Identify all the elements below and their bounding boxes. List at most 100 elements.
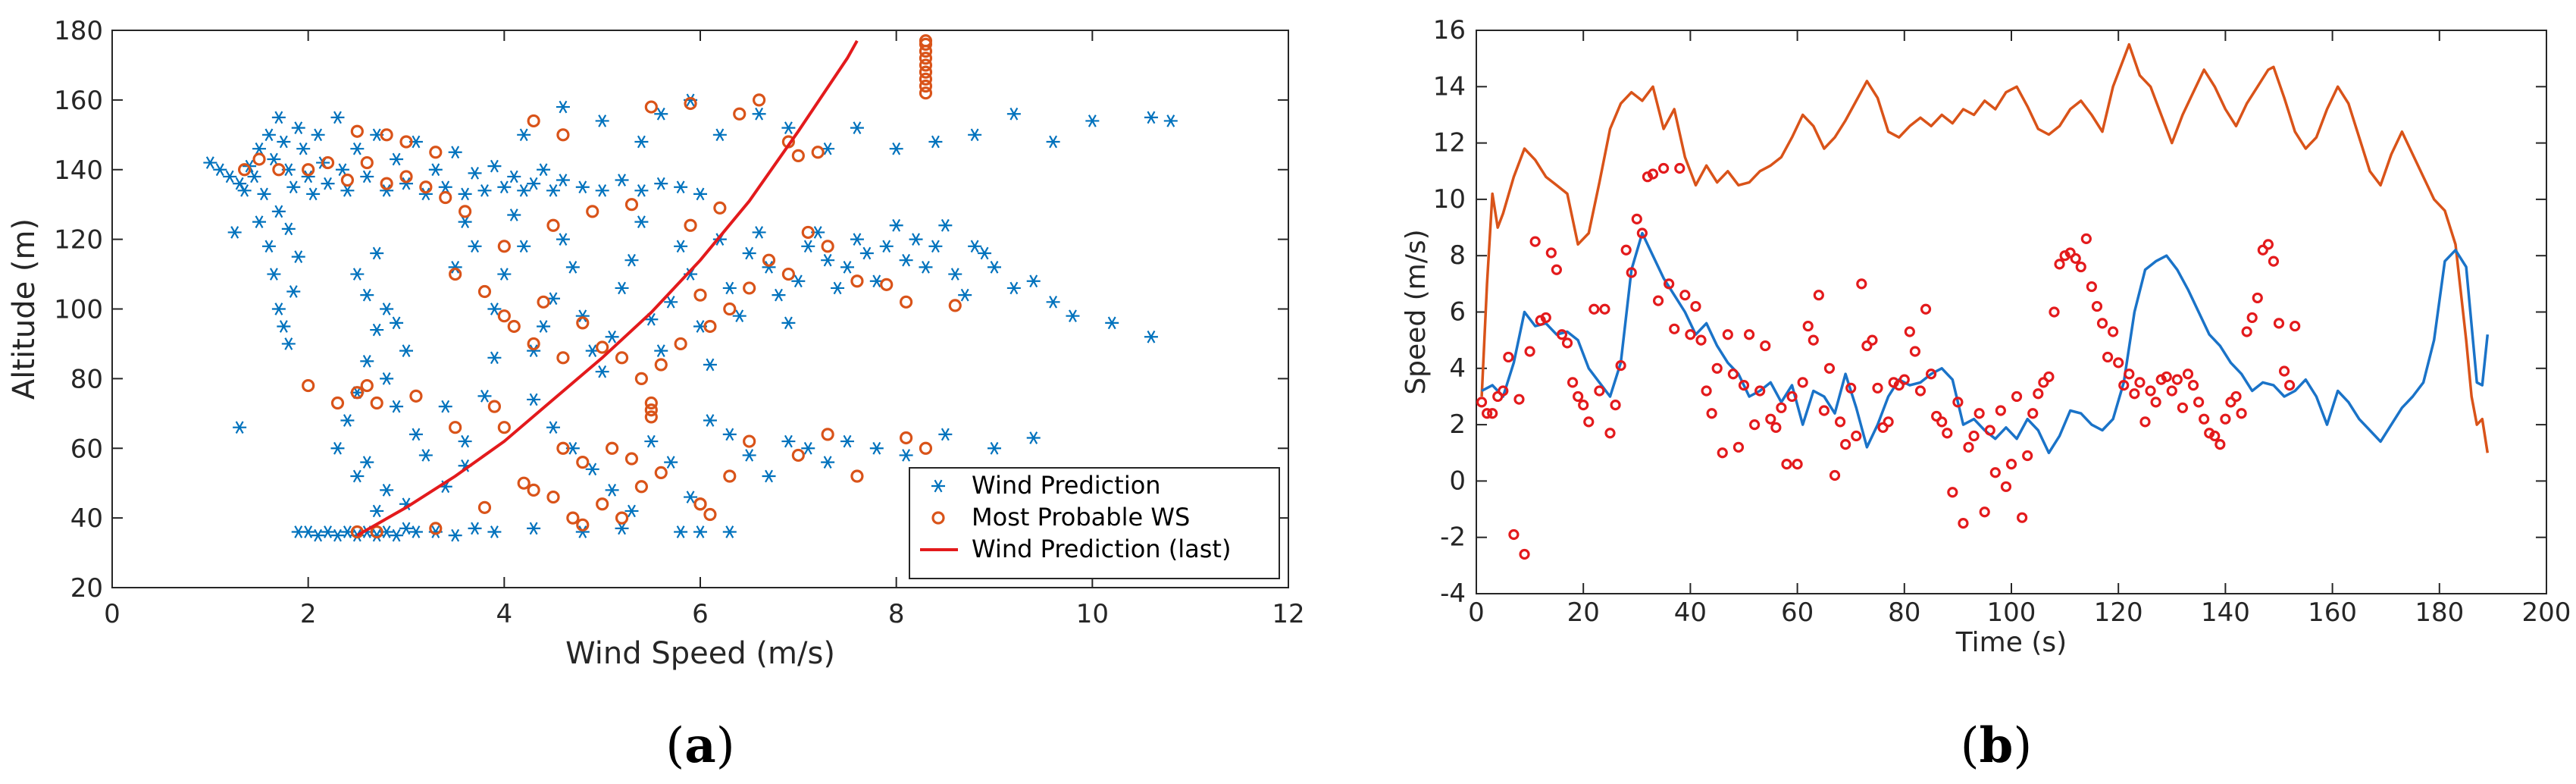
most-probable-point	[703, 319, 717, 334]
y-tick-label: 10	[1433, 184, 1466, 215]
measured-point	[1942, 428, 1953, 439]
legend-wind-prediction-marker	[931, 479, 945, 493]
measured-point	[1952, 397, 1964, 408]
most-probable-point	[546, 218, 560, 232]
wind-prediction-point	[271, 205, 286, 218]
panel-a-x-axis-label: Wind Speed (m/s)	[565, 636, 835, 671]
most-probable-point	[880, 278, 894, 291]
most-probable-point	[723, 469, 737, 483]
panel-a-marks	[203, 34, 1178, 542]
wind-prediction-point	[674, 180, 688, 194]
panel-a-legend: Wind Prediction Most Probable WS Wind Pred…	[909, 467, 1280, 579]
y-tick-label: 14	[1433, 71, 1466, 102]
measured-point	[2278, 365, 2290, 377]
wind-prediction-point	[1006, 281, 1021, 295]
wind-prediction-point	[742, 246, 756, 260]
wind-prediction-point	[1046, 295, 1060, 309]
wind-prediction-point	[468, 166, 482, 180]
wind-prediction-point	[615, 281, 629, 295]
most-probable-point	[850, 274, 864, 288]
most-probable-point	[899, 431, 913, 445]
wind-prediction-point	[605, 330, 619, 343]
wind-prediction-point	[390, 316, 404, 330]
legend-entry: Wind Prediction	[972, 471, 1161, 500]
y-tick-label: 4	[1449, 353, 1466, 384]
x-tick-label: 10	[1076, 599, 1109, 629]
wind-prediction-point	[418, 449, 433, 462]
measured-point	[2064, 247, 2076, 259]
most-probable-point	[527, 114, 540, 128]
most-probable-point	[527, 483, 540, 497]
measured-point	[2070, 252, 2081, 265]
wind-prediction-point	[487, 351, 502, 365]
measured-point	[1995, 405, 2006, 416]
legend-entry: Wind Prediction (last)	[972, 535, 1231, 563]
wind-prediction-point	[968, 128, 982, 142]
most-probable-point	[517, 476, 531, 490]
y-tick-label: 160	[54, 86, 103, 116]
measured-point	[1754, 385, 1766, 397]
wind-prediction-point	[1006, 107, 1021, 121]
legend-most-probable-marker	[931, 511, 945, 525]
most-probable-point	[703, 507, 717, 522]
wind-prediction-point	[722, 525, 737, 538]
wind-prediction-point	[370, 246, 384, 260]
most-probable-point	[919, 86, 933, 100]
measured-point	[2011, 390, 2023, 403]
wind-prediction-point	[267, 152, 281, 166]
wind-prediction-point	[752, 107, 766, 121]
wind-prediction-point	[527, 344, 541, 357]
most-probable-point	[238, 163, 252, 177]
most-probable-point	[919, 441, 933, 455]
wind-prediction-point	[712, 128, 727, 142]
wind-prediction-point	[899, 253, 913, 267]
wind-prediction-point	[595, 183, 609, 197]
measured-point	[2000, 481, 2012, 492]
wind-prediction-point	[487, 303, 502, 315]
most-probable-point	[723, 302, 737, 316]
panel-b-marks	[1476, 42, 2490, 560]
wind-prediction-point	[233, 177, 247, 190]
wind-prediction-point	[624, 504, 639, 518]
wind-prediction-last-line	[356, 39, 859, 537]
panel-b-plot-area	[1476, 30, 2547, 594]
measured-point	[1867, 334, 1878, 346]
wind-prediction-point	[350, 142, 365, 155]
measured-point	[1487, 408, 1498, 419]
wind-prediction-point	[517, 240, 531, 253]
wind-prediction-point	[517, 183, 531, 197]
wind-prediction-point	[595, 114, 609, 127]
wind-prediction-point	[360, 288, 374, 302]
wind-prediction-point	[301, 170, 315, 183]
most-probable-point	[811, 146, 825, 159]
wind-prediction-point	[380, 183, 394, 197]
wind-prediction-point	[674, 525, 688, 538]
wind-prediction-point	[889, 142, 903, 155]
measured-point	[1722, 329, 1733, 340]
wind-prediction-point	[831, 281, 845, 295]
wind-prediction-point	[624, 253, 639, 267]
most-probable-point	[350, 386, 364, 400]
measured-point	[1583, 416, 1595, 428]
wind-prediction-point	[507, 170, 521, 183]
measured-point	[1749, 419, 1761, 431]
most-probable-point	[321, 155, 335, 170]
most-probable-point	[439, 190, 452, 205]
wind-prediction-point	[1105, 316, 1119, 330]
measured-point	[2177, 402, 2189, 413]
most-probable-point	[615, 511, 629, 525]
measured-point	[1914, 385, 1927, 397]
wind-prediction-point	[791, 274, 806, 288]
wind-prediction-point	[527, 177, 541, 190]
wind-prediction-point	[634, 215, 649, 229]
measured-point	[1738, 379, 1750, 391]
x-tick-label: 0	[1468, 597, 1485, 628]
measured-point	[1818, 405, 1829, 416]
measured-point	[2043, 371, 2055, 383]
wind-prediction-point	[585, 463, 599, 476]
measured-point	[1893, 379, 1905, 391]
wind-prediction-point	[556, 100, 570, 114]
most-probable-point	[596, 340, 609, 354]
most-probable-point	[801, 225, 815, 240]
most-probable-point	[919, 79, 933, 93]
